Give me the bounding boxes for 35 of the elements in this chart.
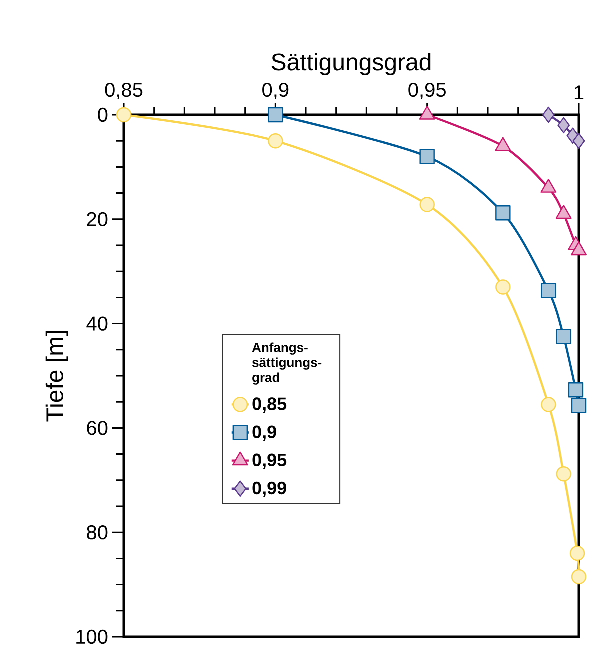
point: [570, 546, 586, 562]
point: [541, 283, 556, 299]
point: [496, 206, 511, 221]
x-tick-label: 1: [574, 86, 584, 100]
x-tick-label: 0,95: [408, 82, 446, 100]
point: [568, 382, 584, 398]
y-tick-label: 100: [76, 630, 108, 644]
point: [268, 107, 284, 123]
legend-label: 0,95: [252, 454, 287, 470]
point: [268, 134, 284, 149]
y-tick-label: 60: [87, 421, 108, 436]
point: [542, 106, 555, 124]
legend-label: 0,9: [252, 426, 276, 442]
point: [496, 280, 511, 295]
point: [571, 569, 587, 585]
legend-label: 0,99: [252, 482, 286, 498]
legend-label: 0,85: [252, 398, 287, 414]
y-axis-title: Tiefe [m]: [46, 332, 68, 422]
point: [116, 107, 132, 123]
point: [420, 149, 435, 164]
y-tick-label: 0: [98, 108, 108, 122]
y-tick-label: 40: [86, 316, 108, 331]
x-tick-label: 0,9: [262, 82, 289, 100]
point: [571, 398, 587, 414]
y-tick-label: 20: [87, 212, 108, 226]
point: [420, 197, 435, 212]
x-axis-title: Sättigungsgrad: [272, 53, 431, 76]
point: [541, 397, 556, 412]
point: [558, 117, 570, 134]
point: [572, 133, 586, 150]
point: [556, 466, 572, 482]
y-tick-label: 80: [87, 526, 108, 540]
x-tick-label: 0,85: [105, 82, 143, 100]
point: [556, 329, 572, 344]
legend-title: Anfangs-sättigungs-grad: [252, 342, 322, 385]
